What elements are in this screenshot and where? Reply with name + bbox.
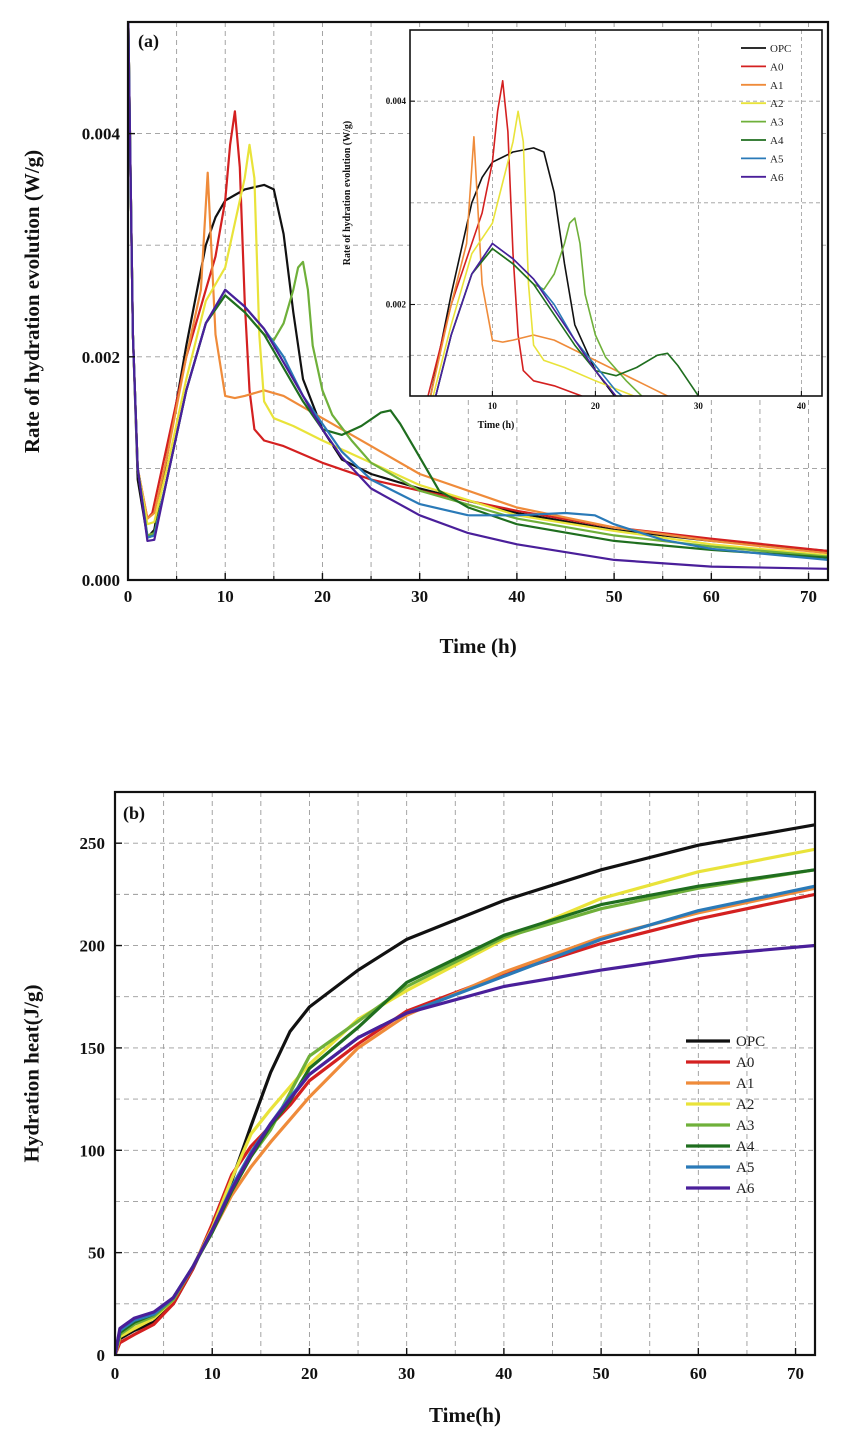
y-tick-label: 250 xyxy=(80,834,106,853)
y-tick-label: 150 xyxy=(80,1039,106,1058)
y-tick-label: 200 xyxy=(80,937,106,956)
y-tick-label: 0.004 xyxy=(82,125,121,144)
legend-label-opc: OPC xyxy=(736,1034,765,1050)
panel-b-legend: OPC A0 A1 A2 A3 A4 A5 A6 xyxy=(686,1034,765,1197)
inset-series-line-a3 xyxy=(434,217,643,396)
inset-chart: 10 20 30 40 0.002 0.004 OPC A0 A1 A2 A3 A4 A5 A6 Tim… xyxy=(342,29,823,431)
inset-y-tick-label: 0.004 xyxy=(386,96,407,106)
inset-legend-label-a6: A6 xyxy=(770,172,784,184)
series-line-opc xyxy=(115,823,815,1355)
x-tick-label: 50 xyxy=(606,587,623,606)
panel-a-chart: 0 10 20 30 40 50 60 70 0.000 0.002 0.004 (a) 10 20 3… xyxy=(82,20,830,606)
inset-x-tick-label: 30 xyxy=(694,401,704,411)
legend-label-a3: A3 xyxy=(736,1118,754,1134)
inset-series-line-a6 xyxy=(434,242,618,396)
inset-x-tick-label: 10 xyxy=(488,401,498,411)
panel-b-x-axis-label: Time(h) xyxy=(429,1403,501,1427)
inset-legend-label-a0: A0 xyxy=(770,61,784,73)
x-tick-label: 30 xyxy=(398,1364,415,1383)
series-line-a2 xyxy=(128,22,828,557)
inset-x-axis-label: Time (h) xyxy=(478,420,515,431)
y-tick-label: 50 xyxy=(88,1244,105,1263)
x-tick-label: 60 xyxy=(690,1364,707,1383)
x-tick-label: 10 xyxy=(204,1364,221,1383)
series-line-a6 xyxy=(115,943,815,1355)
legend-label-a1: A1 xyxy=(736,1076,754,1092)
panel-b-y-axis-label: Hydration heat(J/g) xyxy=(19,984,44,1163)
panel-b-label: (b) xyxy=(123,803,145,824)
series-line-a2 xyxy=(115,847,815,1355)
series-line-a3 xyxy=(115,868,815,1355)
inset-legend-label-a5: A5 xyxy=(770,153,784,165)
y-tick-label: 100 xyxy=(80,1141,106,1160)
panel-b-frame xyxy=(113,790,817,1357)
inset-series-line-a1 xyxy=(429,136,670,396)
inset-series-line-a0 xyxy=(427,80,584,396)
x-tick-label: 0 xyxy=(124,587,133,606)
inset-frame xyxy=(409,29,823,397)
inset-x-tick-label: 20 xyxy=(591,401,601,411)
x-tick-label: 20 xyxy=(301,1364,318,1383)
inset-series-line-a4 xyxy=(434,247,700,396)
inset-y-axis-label: Rate of hydration evolution (W/g) xyxy=(342,121,353,265)
series-line-a6 xyxy=(128,22,828,570)
x-tick-label: 70 xyxy=(787,1364,804,1383)
x-tick-label: 40 xyxy=(508,587,525,606)
x-tick-label: 30 xyxy=(411,587,428,606)
panel-a-y-axis-label: Rate of hydration evolution (W/g) xyxy=(19,149,44,453)
y-tick-label: 0.000 xyxy=(82,571,120,590)
inset-legend-label-opc: OPC xyxy=(770,43,791,55)
x-tick-label: 70 xyxy=(800,587,817,606)
series-line-a4 xyxy=(115,868,815,1355)
y-tick-label: 0.002 xyxy=(82,348,120,367)
x-tick-label: 10 xyxy=(217,587,234,606)
panel-a-frame xyxy=(126,20,830,582)
inset-series-line-a2 xyxy=(432,110,637,396)
panel-a-label: (a) xyxy=(138,31,159,52)
panel-a-x-axis-label: Time (h) xyxy=(439,634,517,658)
legend-label-a5: A5 xyxy=(736,1160,754,1176)
x-tick-label: 60 xyxy=(703,587,720,606)
legend-label-a2: A2 xyxy=(736,1097,754,1113)
panel-b-chart: 0 10 20 30 40 50 60 70 0 50 100 150 200 250 (b) OPC A0… xyxy=(80,790,817,1383)
series-line-a1 xyxy=(128,22,828,555)
inset-legend-label-a2: A2 xyxy=(770,98,783,110)
inset-series-line-a5 xyxy=(434,242,624,396)
inset-series-line-opc xyxy=(429,147,616,396)
inset-x-tick-label: 40 xyxy=(797,401,807,411)
x-tick-label: 20 xyxy=(314,587,331,606)
x-tick-label: 40 xyxy=(495,1364,512,1383)
y-tick-label: 0 xyxy=(97,1346,106,1365)
x-tick-label: 50 xyxy=(593,1364,610,1383)
legend-label-a0: A0 xyxy=(736,1055,754,1071)
inset-y-tick-label: 0.002 xyxy=(386,300,407,310)
inset-legend-label-a3: A3 xyxy=(770,117,784,129)
inset-legend-label-a1: A1 xyxy=(770,80,783,92)
inset-legend-label-a4: A4 xyxy=(770,135,784,147)
legend-label-a4: A4 xyxy=(736,1139,755,1155)
x-tick-label: 0 xyxy=(111,1364,120,1383)
inset-legend: OPC A0 A1 A2 A3 A4 A5 A6 xyxy=(741,43,791,184)
legend-label-a6: A6 xyxy=(736,1181,755,1197)
